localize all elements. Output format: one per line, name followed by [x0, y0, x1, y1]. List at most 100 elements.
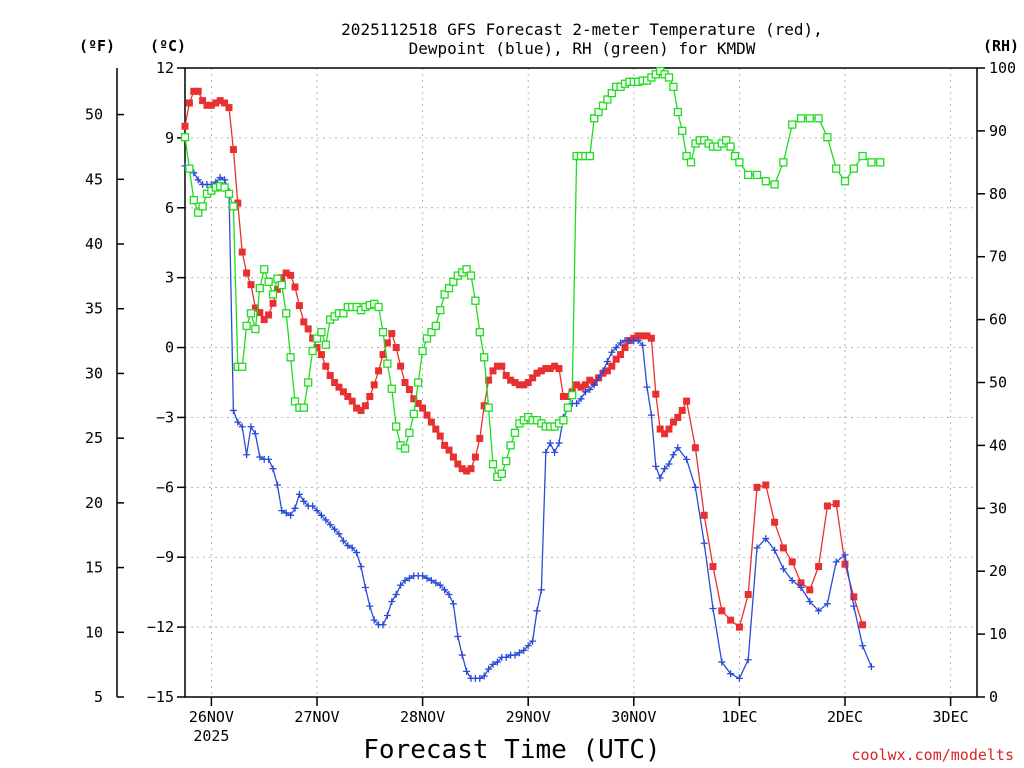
rh-tick-label: 60 — [989, 311, 1007, 329]
temperature-point — [419, 404, 427, 412]
temperature-point — [700, 511, 708, 519]
dewpoint-point — [529, 637, 537, 645]
fahrenheit-tick-label: 15 — [85, 559, 103, 577]
dewpoint-point — [815, 607, 823, 615]
temperature-point — [779, 544, 787, 552]
dewpoint-point — [476, 674, 484, 682]
temperature-point — [317, 351, 325, 359]
dewpoint-point — [251, 430, 259, 438]
temperature-point — [507, 376, 515, 384]
temperature-point — [577, 383, 585, 391]
rh-point — [502, 456, 511, 466]
temperature-point — [238, 248, 246, 256]
dewpoint-point — [326, 521, 334, 529]
dewpoint-point — [317, 511, 325, 519]
dewpoint-point — [639, 341, 647, 349]
dewpoint-point — [423, 574, 431, 582]
dewpoint-point — [661, 465, 669, 473]
fahrenheit-tick-label: 40 — [85, 235, 103, 253]
dewpoint-point — [388, 597, 396, 605]
rh-point — [194, 208, 203, 217]
dewpoint-point — [331, 525, 339, 533]
temperature-point — [243, 269, 251, 277]
temperature-point — [551, 362, 559, 370]
rh-point — [770, 180, 779, 189]
celsius-tick-label: −9 — [156, 548, 174, 566]
temperature-point — [441, 441, 449, 449]
temperature-point — [185, 99, 193, 107]
dewpoint-point — [612, 344, 620, 352]
rh-point — [229, 202, 238, 211]
dewpoint-point — [370, 616, 378, 624]
rh-point — [840, 177, 850, 186]
rh-point — [664, 73, 674, 82]
dewpoint-point — [216, 173, 224, 181]
dewpoint-point — [348, 544, 356, 552]
temperature-point — [617, 351, 625, 359]
dewpoint-point — [502, 653, 510, 661]
fahrenheit-tick-label: 30 — [85, 364, 103, 382]
rh-point — [590, 114, 599, 123]
axes: 5045403530252015105129630−3−6−9−12−15100… — [85, 59, 1016, 745]
rh-point — [488, 460, 498, 469]
rh-point — [462, 265, 471, 274]
dewpoint-point — [339, 537, 347, 545]
temperature-point — [744, 590, 752, 598]
x-tick-label: 27NOV — [294, 708, 339, 726]
dewpoint-point — [599, 367, 607, 375]
rh-point — [392, 422, 401, 431]
dewpoint-point — [603, 358, 611, 366]
rh-point — [180, 133, 190, 142]
rh-point — [312, 334, 322, 343]
temperature-point — [647, 334, 655, 342]
temperature-point — [559, 392, 567, 400]
temperature-point — [608, 362, 616, 370]
temperature-point — [392, 344, 400, 352]
rh-point — [282, 309, 291, 318]
temperature-point — [859, 621, 867, 629]
temperature-point — [797, 579, 805, 587]
rh-tick-label: 80 — [989, 185, 1007, 203]
temperature-point — [405, 385, 413, 393]
temperature-point — [683, 397, 691, 405]
dewpoint-point — [524, 642, 532, 650]
dewpoint-point — [309, 502, 317, 510]
dewpoint-point — [247, 423, 255, 431]
credit-link[interactable]: coolwx.com/modelts — [851, 746, 1014, 764]
temperature-point — [410, 395, 418, 403]
temperature-point — [581, 381, 589, 389]
temperature-point — [771, 518, 779, 526]
dewpoint-point — [718, 658, 726, 666]
dewpoint-point — [432, 579, 440, 587]
temperature-point — [295, 302, 303, 310]
temperature-point — [850, 593, 858, 601]
celsius-tick-label: −12 — [147, 618, 174, 636]
temperature-point — [471, 453, 479, 461]
temperature-point — [529, 374, 537, 382]
temperature-point — [309, 334, 317, 342]
temperature-point — [498, 362, 506, 370]
dewpoint-point — [256, 453, 264, 461]
temperature-point — [221, 99, 229, 107]
dewpoint-point — [392, 590, 400, 598]
temperature-point — [265, 311, 273, 319]
temperature-point — [542, 365, 550, 373]
rh-point — [286, 353, 295, 362]
temperature-point — [375, 367, 383, 375]
temperature-point — [366, 392, 374, 400]
rh-point — [251, 324, 260, 334]
dewpoint-point — [405, 574, 413, 582]
rh-point — [449, 277, 458, 287]
x-tick-label: 3DEC — [933, 708, 969, 726]
temperature-point — [520, 381, 528, 389]
dewpoint-point — [859, 642, 867, 650]
celsius-tick-label: −15 — [147, 688, 174, 706]
temperature-point — [449, 453, 457, 461]
dewpoint-point — [744, 656, 752, 664]
dewpoint-point — [229, 406, 237, 414]
rh-point — [722, 136, 731, 145]
rh-point — [246, 309, 256, 318]
temperature-point — [260, 316, 268, 324]
rh-point — [779, 158, 788, 167]
temperature-point — [339, 388, 347, 396]
